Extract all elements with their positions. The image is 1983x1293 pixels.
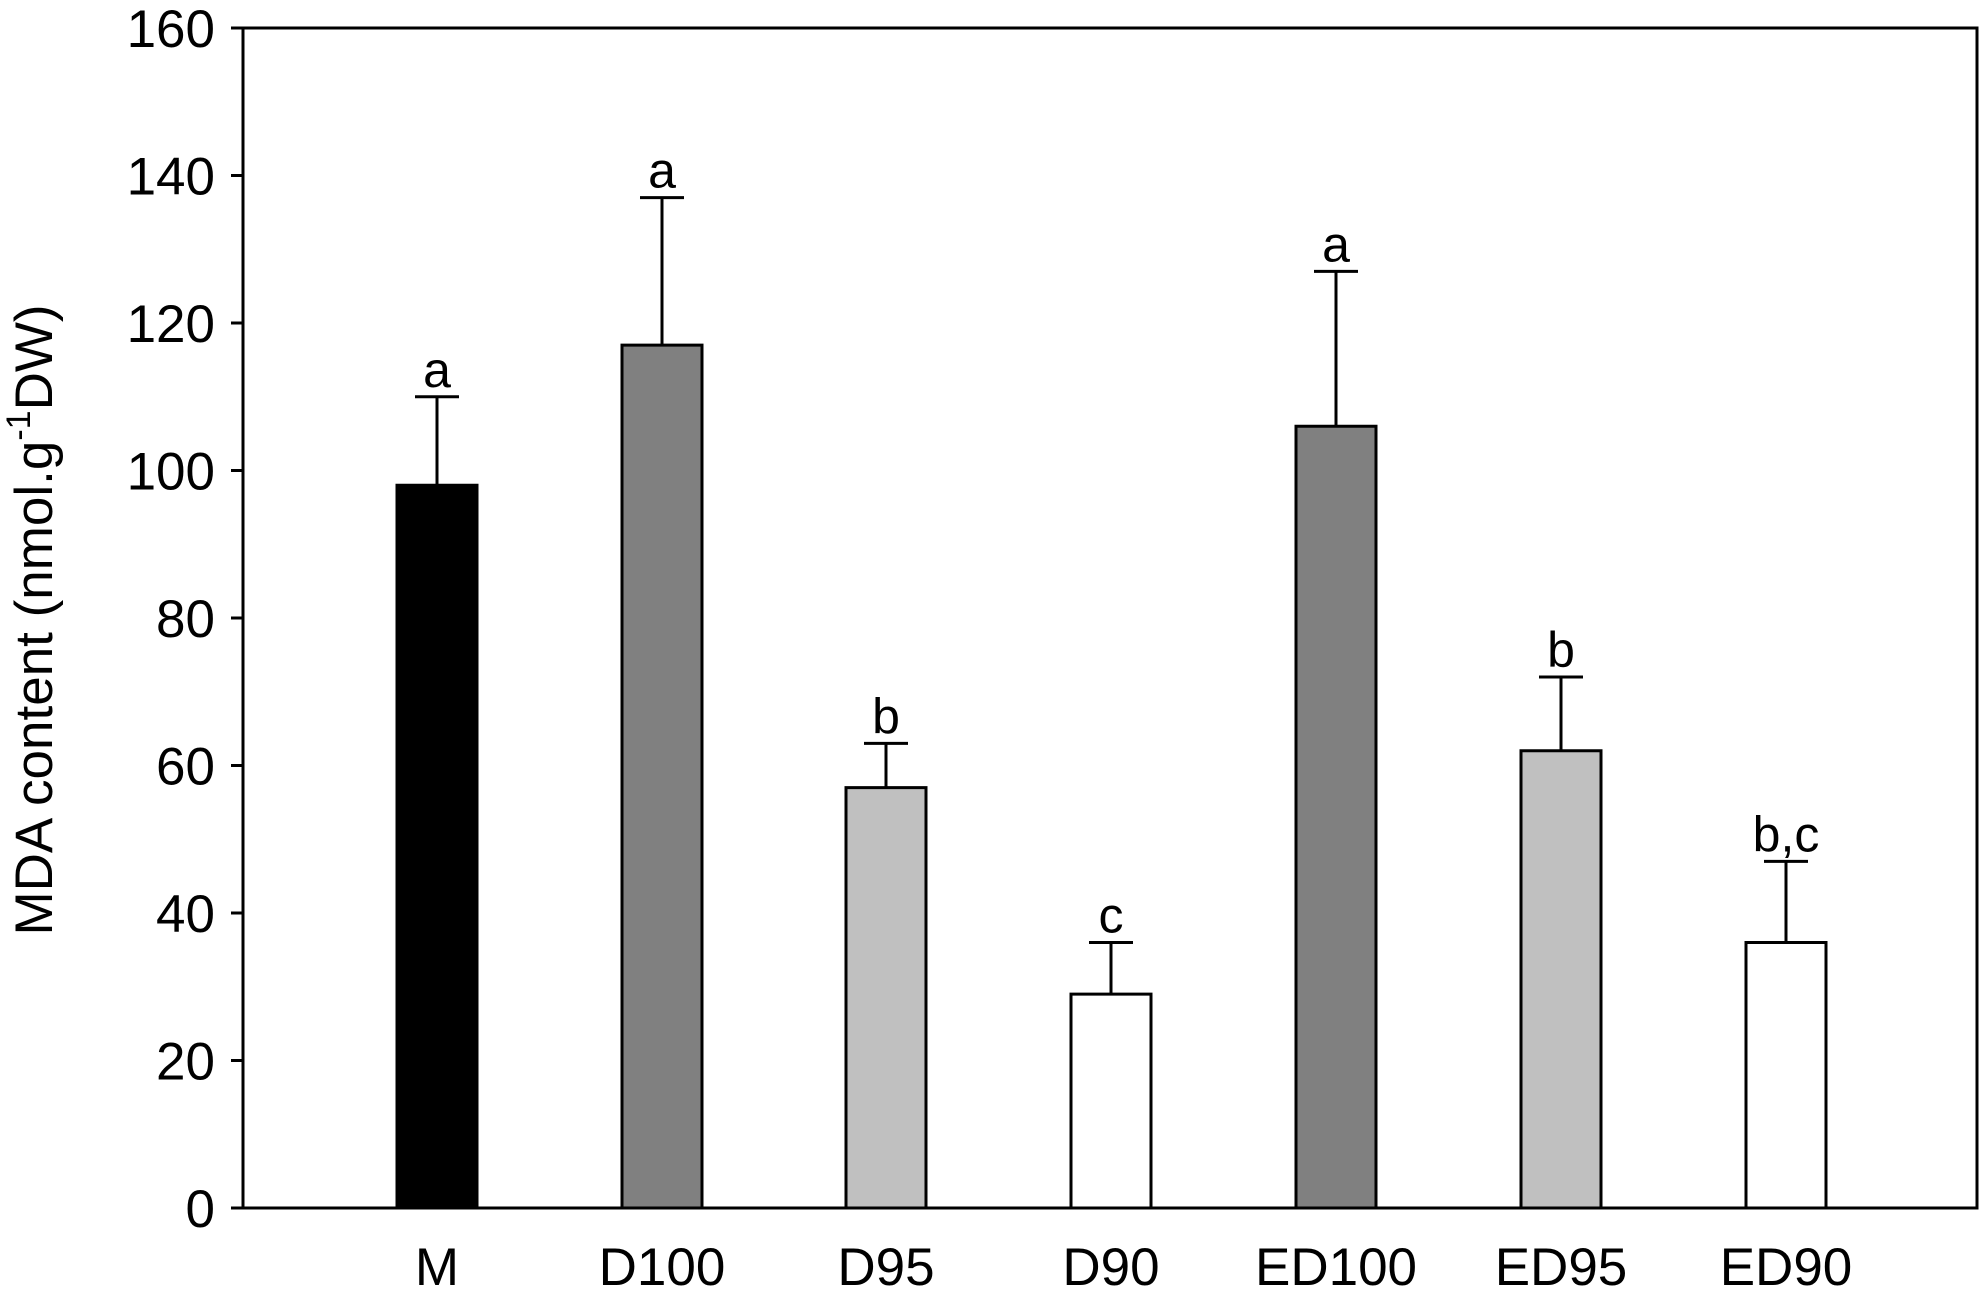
significance-label-ed100: a (1322, 216, 1350, 272)
bar-d90 (1069, 992, 1153, 1210)
x-tick-label-d95: D95 (837, 1238, 934, 1293)
significance-label-m: a (423, 342, 451, 398)
y-axis-title-superscript: -1 (0, 410, 38, 440)
x-tick-label-ed95: ED95 (1495, 1238, 1628, 1293)
y-tick-label: 0 (186, 1180, 215, 1239)
x-axis-ticks: M D100 D95 D90 ED100 ED95 ED90 (415, 1238, 1852, 1293)
error-bars-layer (415, 196, 1808, 995)
x-tick-label-d90: D90 (1062, 1238, 1159, 1293)
x-tick-label-ed90: ED90 (1720, 1238, 1853, 1293)
bar-ed100 (1294, 424, 1378, 1210)
bar-d95 (844, 786, 928, 1210)
significance-label-d90: c (1099, 888, 1124, 944)
y-axis-title-suffix: DW) (5, 304, 64, 410)
y-axis-title: MDA content (nmol.g-1DW) (0, 304, 64, 935)
y-tick-label: 100 (127, 443, 215, 502)
bar-ed90 (1744, 941, 1828, 1210)
y-tick-label: 80 (156, 590, 215, 649)
significance-label-d95: b (872, 688, 900, 744)
bar-ed95 (1519, 749, 1603, 1210)
y-tick-label: 40 (156, 885, 215, 944)
y-tick-label: 160 (127, 0, 215, 59)
x-tick-label-ed100: ED100 (1255, 1238, 1417, 1293)
y-axis-title-prefix: MDA content (nmol.g (5, 441, 64, 936)
y-tick-label: 120 (127, 295, 215, 354)
y-tick-label: 60 (156, 738, 215, 797)
x-tick-label-m: M (415, 1238, 459, 1293)
significance-labels-layer: a a b c a b b,c (423, 143, 1819, 944)
bar-m (395, 483, 479, 1210)
bar-d100 (620, 343, 704, 1210)
significance-label-d100: a (648, 143, 676, 199)
significance-label-ed90: b,c (1753, 806, 1820, 862)
y-tick-label: 20 (156, 1033, 215, 1092)
significance-label-ed95: b (1547, 622, 1575, 678)
y-tick-label: 140 (127, 148, 215, 207)
x-tick-label-d100: D100 (599, 1238, 726, 1293)
y-axis-ticks: 0 20 40 60 80 100 120 140 160 (127, 0, 243, 1239)
bars-layer (395, 343, 1828, 1210)
